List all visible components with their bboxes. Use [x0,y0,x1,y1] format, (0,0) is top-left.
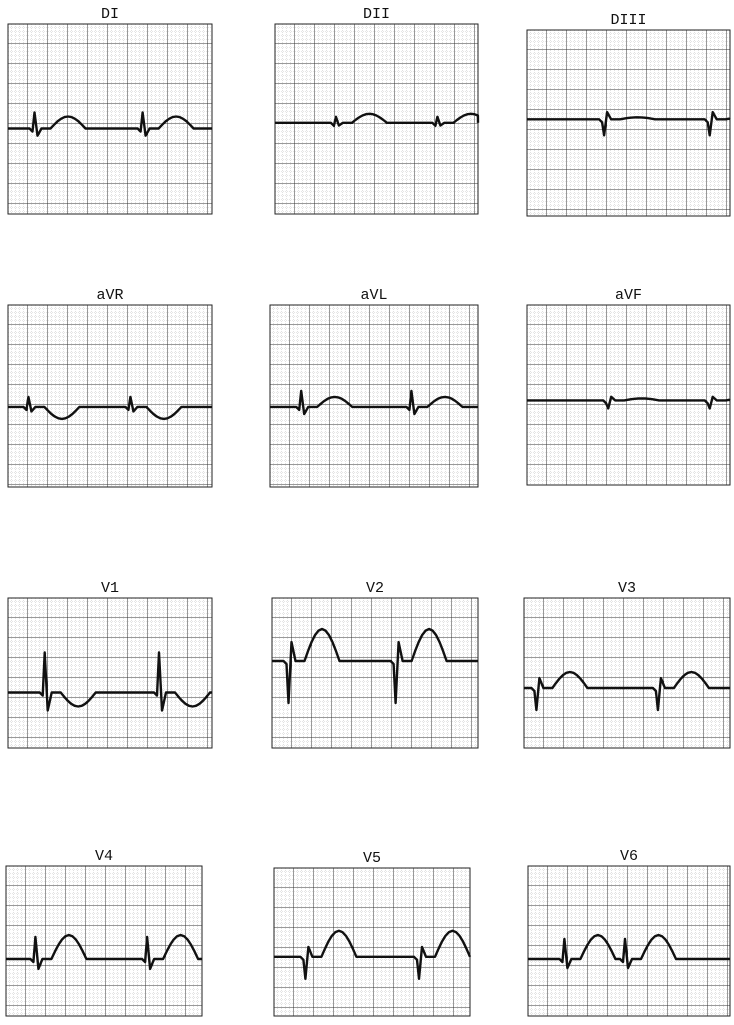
lead-label: V1 [101,580,119,597]
ecg-panel [6,866,202,1016]
ecg-panel [275,24,478,214]
ecg-grid [524,598,730,748]
ecg-grid [275,24,478,214]
lead-label: aVL [360,287,387,304]
panels [6,24,730,1016]
lead-label: V6 [620,848,638,865]
ecg-sheet: DI DII DIII aVR aVL aVF V1 V2 V3 V4 V5 V6 [0,0,734,1020]
ecg-panel [524,598,730,748]
ecg-panel [527,305,730,485]
ecg-grid [8,305,212,487]
lead-label: DIII [610,12,646,29]
lead-label: DI [101,6,119,23]
ecg-grid [272,598,478,748]
ecg-panel [272,598,478,748]
ecg-grid [527,30,730,216]
lead-label: aVF [615,287,642,304]
ecg-grid [527,305,730,485]
ecg-grid [528,866,730,1016]
lead-label: aVR [96,287,123,304]
lead-label: DII [363,6,390,23]
ecg-panel [270,305,478,487]
lead-label: V5 [363,850,381,867]
lead-label: V3 [618,580,636,597]
ecg-panel [8,305,212,487]
lead-label: V2 [366,580,384,597]
ecg-panel [528,866,730,1016]
lead-label: V4 [95,848,113,865]
ecg-grid [8,598,212,748]
ecg-panel [274,868,470,1016]
ecg-panel [527,30,730,216]
page: DIDIIDIIIaVRaVLaVFV1V2V3V4V5V6 (() => { … [0,0,734,1020]
ecg-panel [8,24,212,214]
ecg-panel [8,598,212,748]
